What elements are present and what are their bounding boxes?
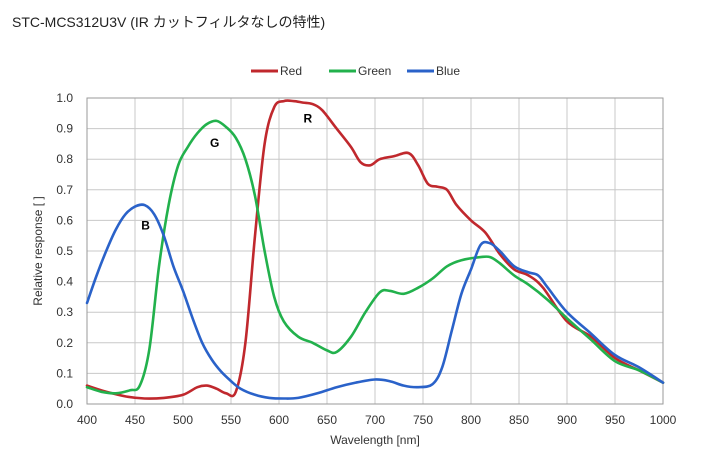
- plot-area: [86, 97, 664, 405]
- page-title: STC-MCS312U3V (IR カットフィルタなしの特性): [12, 14, 326, 30]
- y-tick-label: 0.6: [56, 213, 73, 227]
- legend-label-blue: Blue: [436, 64, 460, 78]
- y-tick-label: 0.4: [56, 275, 73, 289]
- x-tick-labels: 400 450 500 550 600 650 700 750 800 850 900 950 1000: [77, 413, 677, 427]
- y-tick-label: 0.0: [56, 397, 73, 411]
- y-tick-label: 0.8: [56, 152, 73, 166]
- series-line-green: [85, 119, 665, 395]
- x-tick-label: 550: [221, 413, 241, 427]
- x-tick-label: 700: [365, 413, 385, 427]
- legend-label-red: Red: [280, 64, 302, 78]
- curve-annotations: R G B: [141, 111, 312, 232]
- y-tick-labels: 0.0 0.1 0.2 0.3 0.4 0.5 0.6 0.7 0.8 0.9 1.0: [56, 91, 73, 411]
- curve-label-g: G: [210, 136, 219, 150]
- x-tick-label: 650: [317, 413, 337, 427]
- x-tick-label: 600: [269, 413, 289, 427]
- x-tick-label: 850: [509, 413, 529, 427]
- y-tick-label: 1.0: [56, 91, 73, 105]
- series-layer: [85, 99, 665, 400]
- x-tick-label: 800: [461, 413, 481, 427]
- x-tick-label: 950: [605, 413, 625, 427]
- x-tick-label: 450: [125, 413, 145, 427]
- chart-grid: [86, 97, 664, 405]
- y-tick-label: 0.9: [56, 122, 73, 136]
- y-tick-label: 0.1: [56, 366, 73, 380]
- y-tick-label: 0.3: [56, 305, 73, 319]
- x-tick-label: 750: [413, 413, 433, 427]
- x-tick-label: 900: [557, 413, 577, 427]
- legend-label-green: Green: [358, 64, 391, 78]
- x-tick-label: 500: [173, 413, 193, 427]
- series-line-red: [85, 99, 665, 400]
- y-tick-label: 0.7: [56, 183, 73, 197]
- series-line-blue: [85, 203, 665, 400]
- x-tick-label: 1000: [650, 413, 677, 427]
- y-axis-label: Relative response [ ]: [31, 196, 45, 305]
- x-axis-label: Wavelength [nm]: [330, 433, 420, 447]
- x-tick-label: 400: [77, 413, 97, 427]
- curve-label-b: B: [141, 219, 150, 233]
- curve-label-r: R: [303, 111, 312, 125]
- y-tick-label: 0.2: [56, 336, 73, 350]
- chart-legend: Red Green Blue: [251, 64, 460, 78]
- y-tick-label: 0.5: [56, 244, 73, 258]
